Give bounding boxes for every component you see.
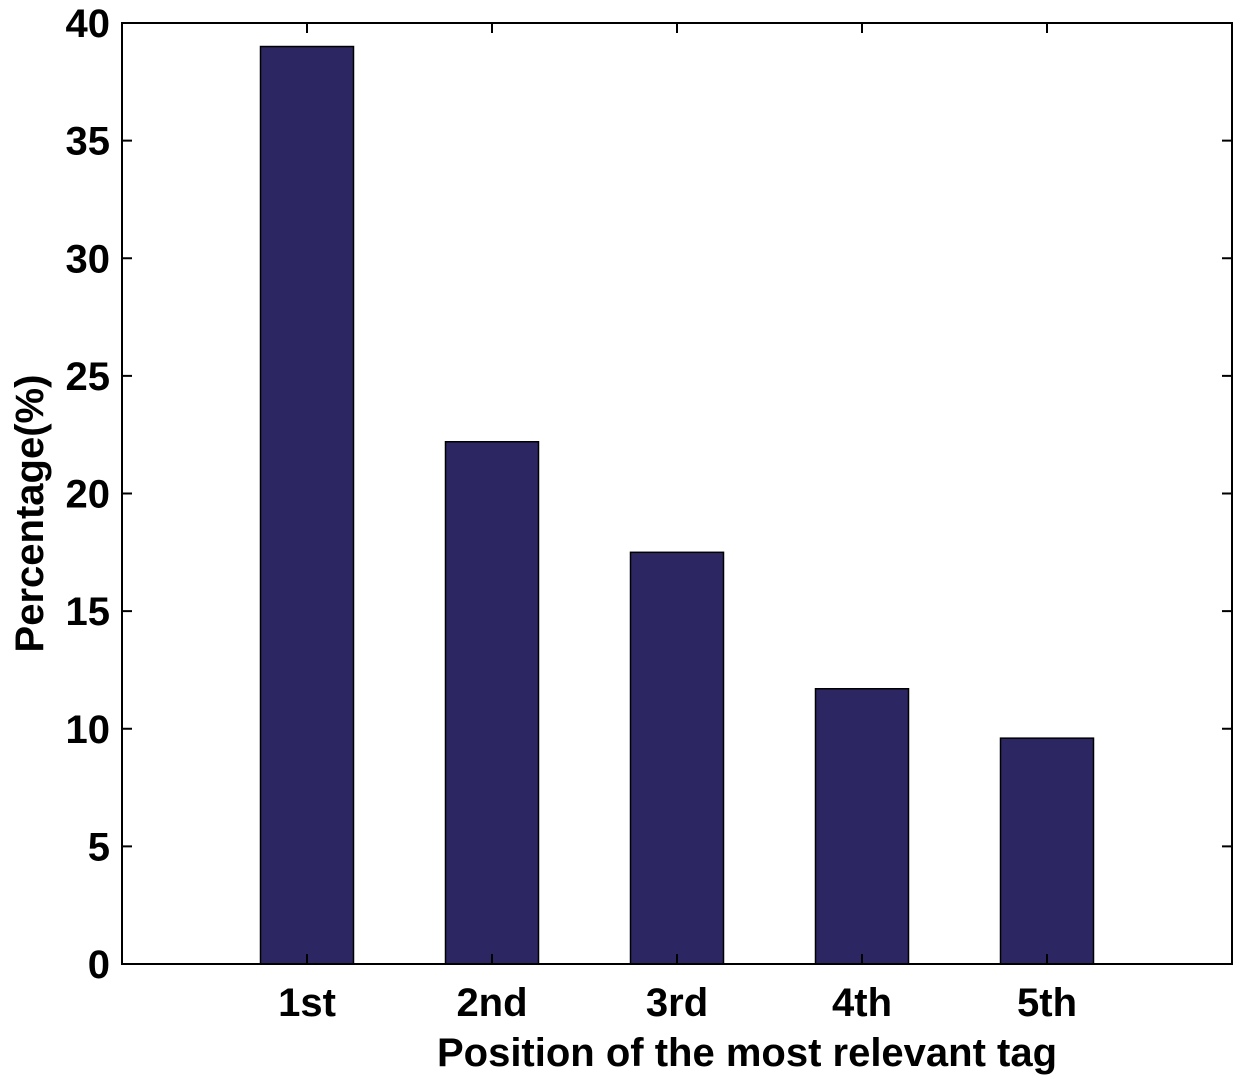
y-tick-label-20: 20 [66,473,111,517]
y-tick-label-25: 25 [66,355,111,399]
y-axis-label: Percentage(%) [8,375,52,653]
bar-4th [814,688,910,965]
y-tick-label-15: 15 [66,590,111,634]
y-tick-labels: 0 5 10 15 20 25 30 35 40 [66,2,111,987]
x-tick-label-1st: 1st [278,981,336,1025]
x-tick-label-4th: 4th [832,981,892,1025]
x-tick-label-3rd: 3rd [646,981,708,1025]
x-tick-label-5th: 5th [1017,981,1077,1025]
x-axis-label: Position of the most relevant tag [437,1031,1057,1075]
y-tick-label-30: 30 [66,237,111,281]
bar-5th [999,737,1095,965]
x-tick-label-2nd: 2nd [456,981,527,1025]
y-tick-label-35: 35 [66,120,111,164]
x-tick-labels: 1st 2nd 3rd 4th 5th [278,981,1077,1025]
y-tick-label-0: 0 [88,943,110,987]
y-tick-label-40: 40 [66,2,111,46]
y-tick-label-10: 10 [66,708,111,752]
bar-3rd [629,551,725,965]
bar-1st [259,45,355,965]
plot-area-frame [121,22,1233,965]
bars-group [259,45,1095,965]
y-tick-label-5: 5 [88,825,110,869]
bar-2nd [444,440,540,965]
